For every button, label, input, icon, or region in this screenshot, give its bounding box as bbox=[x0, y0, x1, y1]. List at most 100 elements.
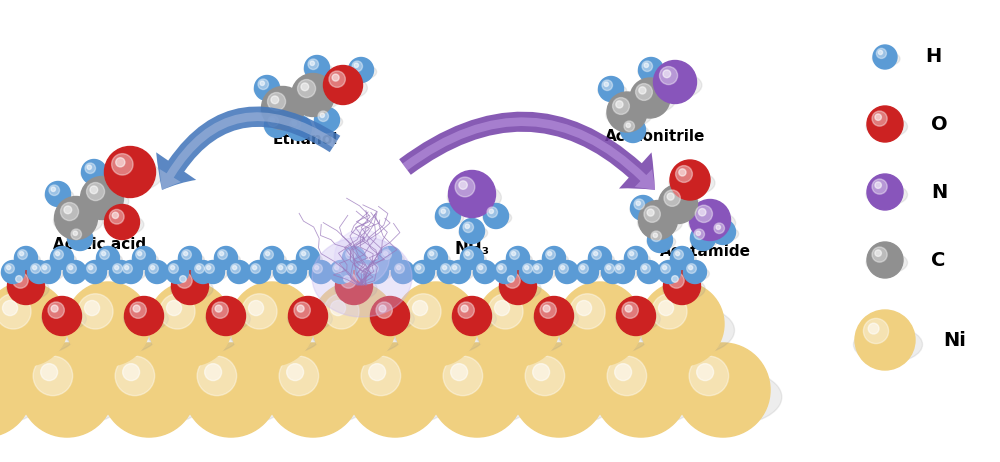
Circle shape bbox=[417, 266, 421, 270]
Ellipse shape bbox=[346, 369, 454, 426]
Circle shape bbox=[7, 266, 11, 270]
Circle shape bbox=[42, 297, 82, 335]
Circle shape bbox=[615, 364, 632, 381]
Ellipse shape bbox=[334, 230, 390, 285]
Circle shape bbox=[463, 222, 474, 232]
Circle shape bbox=[230, 282, 314, 366]
Circle shape bbox=[448, 170, 496, 218]
Circle shape bbox=[474, 261, 496, 284]
Ellipse shape bbox=[611, 267, 637, 280]
Circle shape bbox=[258, 79, 268, 90]
Circle shape bbox=[430, 252, 434, 255]
Circle shape bbox=[451, 264, 460, 274]
Circle shape bbox=[166, 300, 182, 316]
Ellipse shape bbox=[83, 267, 109, 280]
Circle shape bbox=[172, 267, 208, 304]
Circle shape bbox=[643, 266, 647, 270]
Circle shape bbox=[639, 57, 664, 83]
Circle shape bbox=[115, 356, 155, 395]
Circle shape bbox=[384, 252, 388, 255]
Circle shape bbox=[558, 282, 642, 366]
Ellipse shape bbox=[555, 267, 581, 280]
Ellipse shape bbox=[312, 237, 412, 317]
Circle shape bbox=[171, 266, 175, 270]
Ellipse shape bbox=[0, 305, 78, 355]
Ellipse shape bbox=[100, 369, 208, 426]
Circle shape bbox=[89, 266, 93, 270]
Circle shape bbox=[43, 266, 47, 270]
Circle shape bbox=[710, 219, 736, 244]
Circle shape bbox=[356, 261, 378, 284]
Circle shape bbox=[292, 73, 334, 116]
Ellipse shape bbox=[227, 267, 253, 280]
Ellipse shape bbox=[342, 253, 368, 267]
Circle shape bbox=[687, 264, 696, 274]
Ellipse shape bbox=[103, 160, 162, 191]
Circle shape bbox=[73, 231, 78, 236]
Circle shape bbox=[607, 266, 611, 270]
Circle shape bbox=[130, 302, 146, 318]
Circle shape bbox=[525, 356, 565, 395]
Circle shape bbox=[512, 343, 606, 437]
Circle shape bbox=[697, 364, 714, 381]
Circle shape bbox=[676, 252, 680, 255]
Ellipse shape bbox=[214, 253, 240, 267]
Circle shape bbox=[658, 261, 680, 284]
Circle shape bbox=[639, 201, 678, 239]
Circle shape bbox=[477, 264, 486, 274]
Ellipse shape bbox=[67, 232, 96, 247]
Circle shape bbox=[102, 343, 196, 437]
Circle shape bbox=[54, 250, 63, 259]
Text: H: H bbox=[925, 48, 941, 67]
Circle shape bbox=[344, 276, 350, 282]
Circle shape bbox=[228, 261, 250, 284]
Circle shape bbox=[277, 264, 286, 274]
Ellipse shape bbox=[638, 64, 667, 79]
Circle shape bbox=[674, 250, 683, 259]
Circle shape bbox=[82, 159, 106, 184]
Circle shape bbox=[855, 310, 915, 370]
Circle shape bbox=[369, 364, 386, 381]
Circle shape bbox=[505, 273, 520, 288]
Text: Acetic acid: Acetic acid bbox=[53, 237, 147, 252]
Circle shape bbox=[437, 261, 460, 284]
Circle shape bbox=[28, 261, 50, 284]
Ellipse shape bbox=[27, 267, 53, 280]
Ellipse shape bbox=[506, 253, 532, 267]
Circle shape bbox=[308, 59, 318, 69]
Circle shape bbox=[318, 111, 328, 122]
Circle shape bbox=[647, 209, 654, 216]
Circle shape bbox=[300, 250, 309, 259]
Ellipse shape bbox=[872, 52, 900, 66]
Circle shape bbox=[113, 264, 122, 274]
Circle shape bbox=[64, 206, 72, 214]
Ellipse shape bbox=[81, 166, 110, 182]
Circle shape bbox=[110, 261, 132, 284]
Ellipse shape bbox=[459, 225, 488, 240]
Circle shape bbox=[875, 250, 881, 256]
Circle shape bbox=[287, 116, 312, 140]
Ellipse shape bbox=[124, 307, 168, 331]
Circle shape bbox=[104, 205, 140, 239]
Circle shape bbox=[289, 266, 293, 270]
Ellipse shape bbox=[437, 267, 463, 280]
Ellipse shape bbox=[663, 278, 705, 300]
Circle shape bbox=[120, 261, 143, 284]
Ellipse shape bbox=[309, 267, 335, 280]
Ellipse shape bbox=[483, 210, 512, 225]
Ellipse shape bbox=[370, 307, 414, 331]
Circle shape bbox=[520, 261, 542, 284]
Circle shape bbox=[63, 261, 86, 284]
Circle shape bbox=[441, 209, 445, 213]
Ellipse shape bbox=[286, 122, 315, 137]
Ellipse shape bbox=[310, 305, 406, 355]
Circle shape bbox=[361, 266, 365, 270]
Circle shape bbox=[182, 250, 191, 259]
Ellipse shape bbox=[588, 253, 614, 267]
Circle shape bbox=[18, 250, 27, 259]
Ellipse shape bbox=[64, 305, 160, 355]
Ellipse shape bbox=[288, 307, 332, 331]
Ellipse shape bbox=[473, 267, 499, 280]
Ellipse shape bbox=[866, 116, 908, 138]
Ellipse shape bbox=[447, 267, 473, 280]
